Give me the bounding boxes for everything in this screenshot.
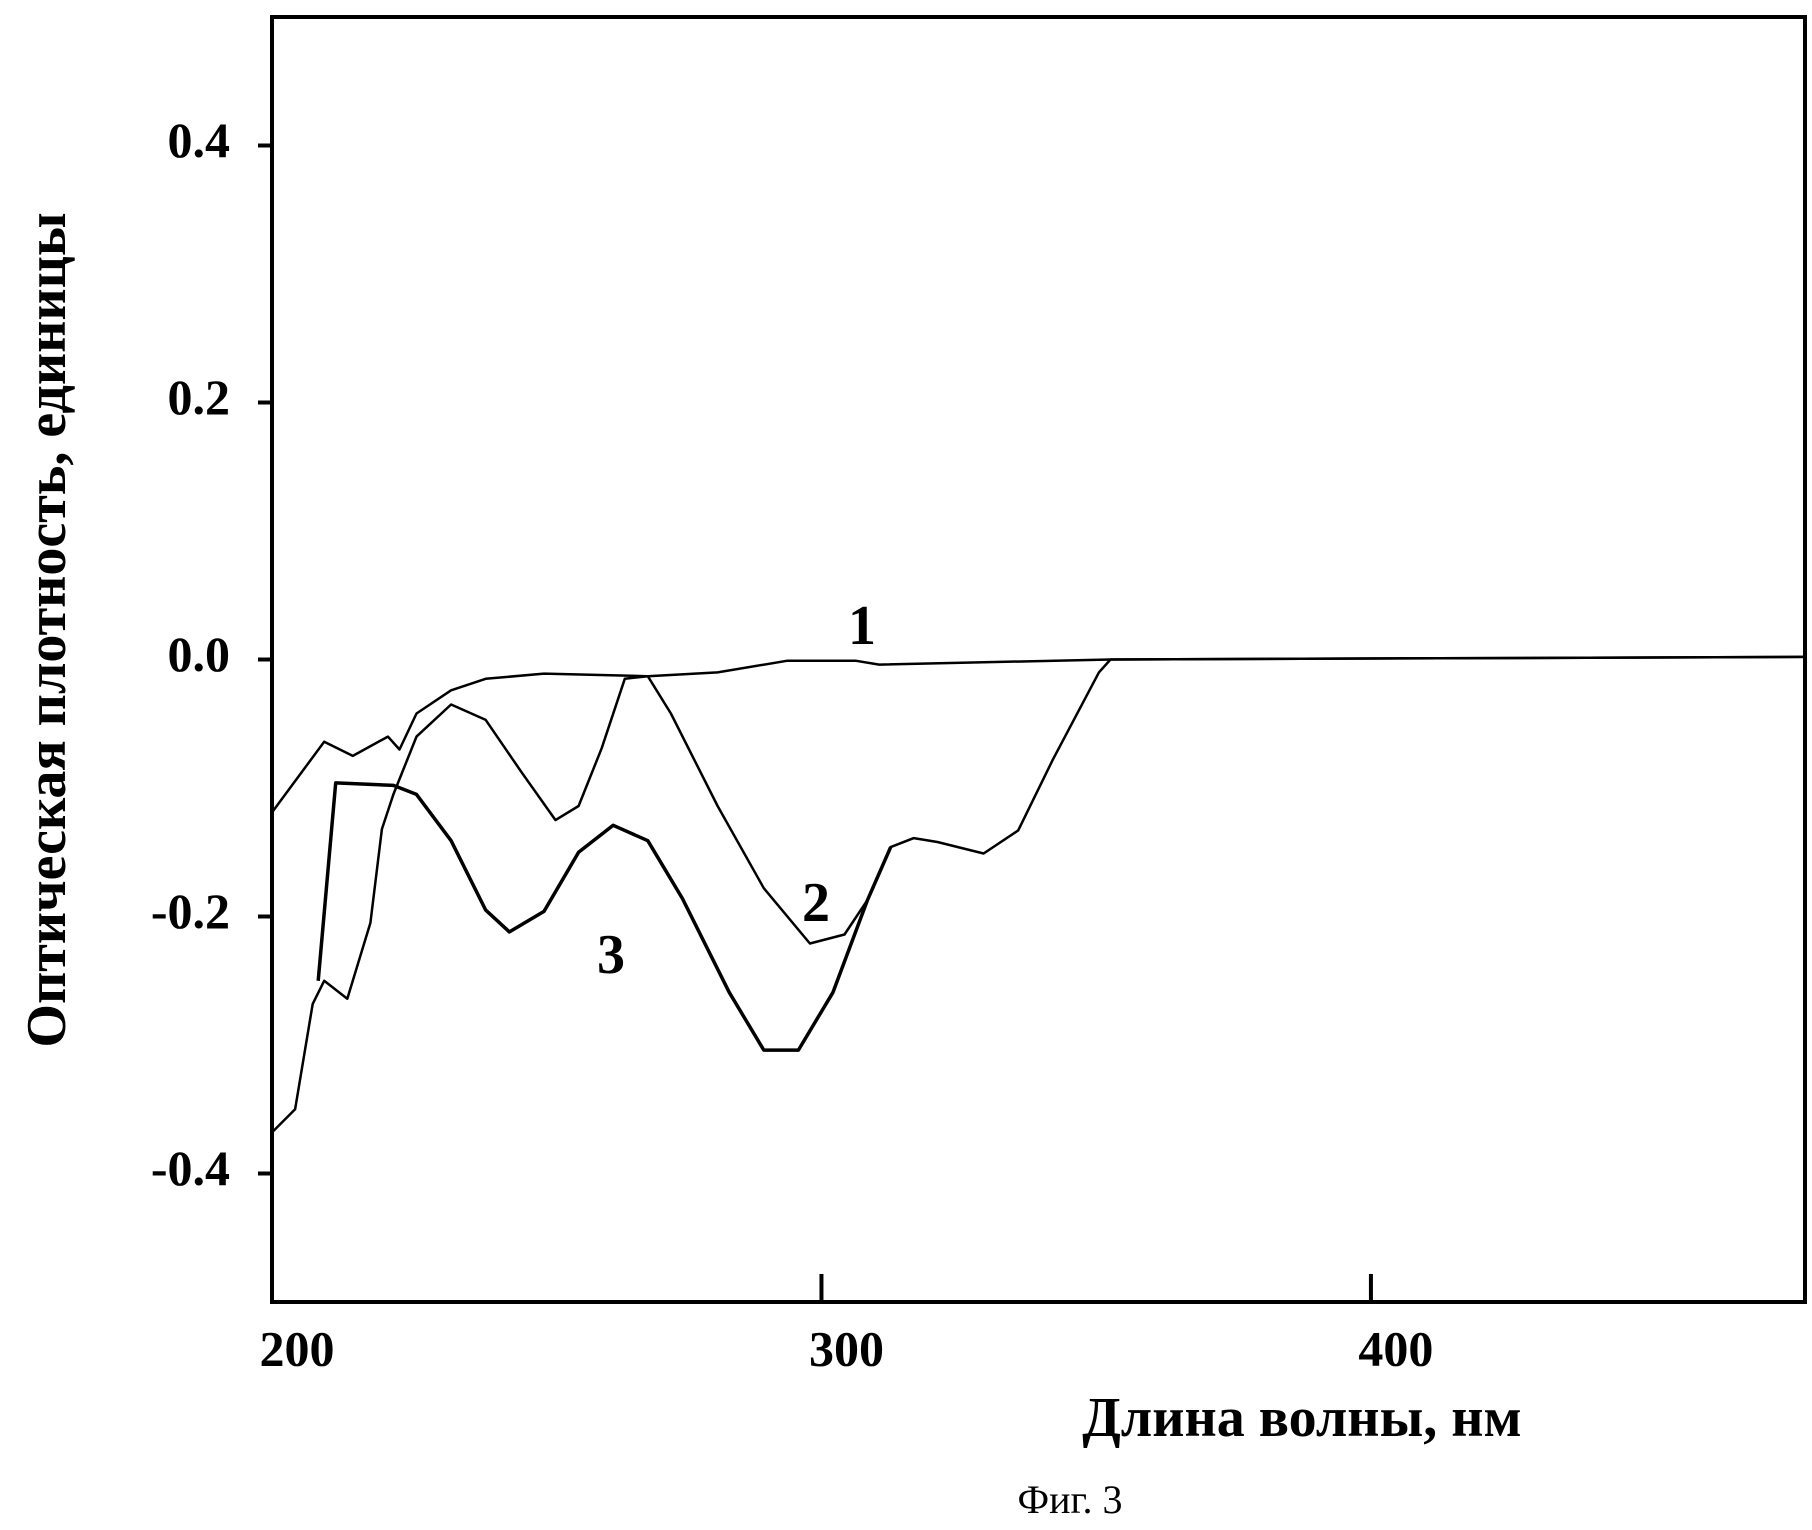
x-tick-label: 400 — [1358, 1320, 1433, 1376]
y-tick-label: -0.4 — [151, 1140, 230, 1196]
curve-label: 3 — [597, 924, 625, 986]
y-tick-label: 0.4 — [168, 112, 231, 168]
curve-label: 2 — [802, 872, 830, 934]
curve-label: 1 — [848, 595, 876, 657]
x-tick-label: 200 — [260, 1320, 335, 1376]
x-axis-title: Длина волны, нм — [1082, 1387, 1521, 1449]
y-axis-title: Оптическая плотность, единицы — [16, 212, 78, 1047]
curve — [272, 657, 1805, 1133]
x-tick-label: 300 — [809, 1320, 884, 1376]
y-tick-label: 0.0 — [168, 626, 231, 682]
plot-frame — [272, 17, 1805, 1302]
chart: Оптическая плотность, единицы Длина волн… — [0, 0, 1812, 1530]
y-tick-label: -0.2 — [151, 883, 230, 939]
y-tick-label: 0.2 — [168, 369, 231, 425]
figure-caption: Фиг. 3 — [1018, 1477, 1123, 1522]
